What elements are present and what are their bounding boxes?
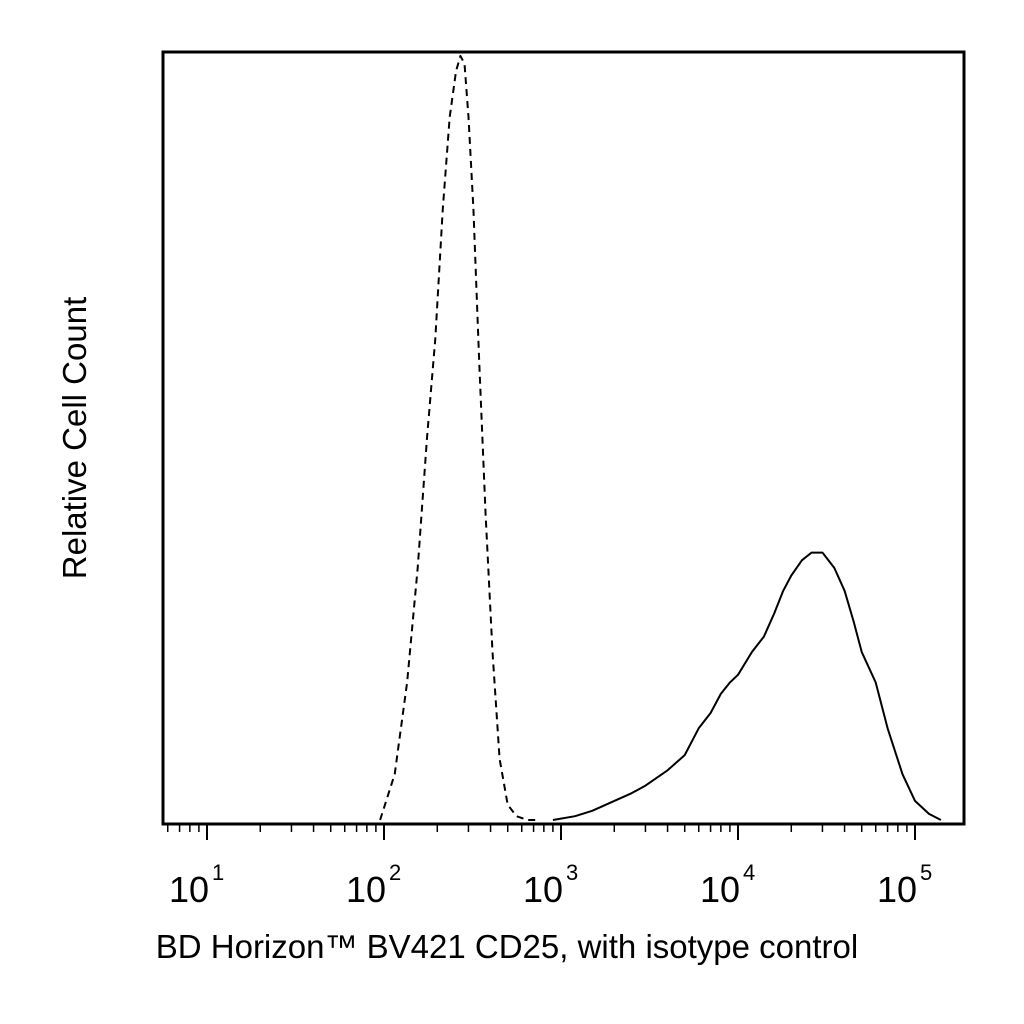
x-tick-label-exponent: 2 (389, 860, 401, 885)
x-tick-label-exponent: 5 (920, 860, 932, 885)
x-tick-label: 10 2 (346, 860, 401, 910)
x-tick-label: 10 3 (523, 860, 578, 910)
x-tick-label-exponent: 1 (212, 860, 224, 885)
x-tick-label-exponent: 4 (743, 860, 755, 885)
x-tick-labels: 10 1 10 2 10 3 10 4 10 5 (169, 860, 932, 910)
histogram-series (379, 55, 942, 821)
plot-frame (161, 50, 966, 826)
y-axis-label: Relative Cell Count (56, 297, 93, 579)
x-tick-label-base: 10 (523, 869, 563, 910)
x-tick-label: 10 5 (877, 860, 932, 910)
x-tick-label: 10 4 (700, 860, 755, 910)
x-tick-label-base: 10 (346, 869, 386, 910)
x-tick-label: 10 1 (169, 860, 224, 910)
x-tick-label-exponent: 3 (566, 860, 578, 885)
x-tick-label-base: 10 (877, 869, 917, 910)
x-axis-label: BD Horizon™ BV421 CD25, with isotype con… (156, 928, 858, 965)
x-tick-label-base: 10 (700, 869, 740, 910)
x-minor-ticks (166, 824, 908, 832)
isotype-control-curve (379, 55, 536, 821)
x-tick-label-base: 10 (169, 869, 209, 910)
cd25-stained-curve (552, 551, 942, 821)
x-major-ticks (206, 824, 916, 840)
